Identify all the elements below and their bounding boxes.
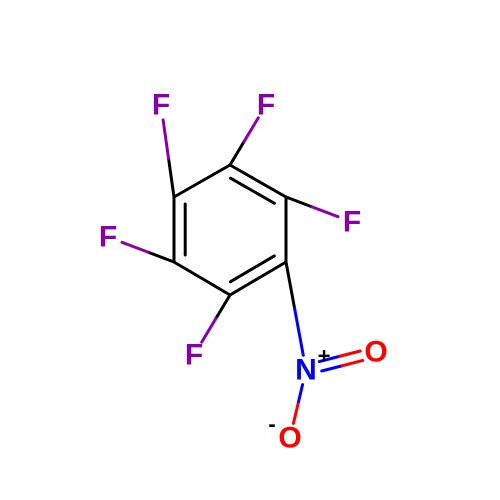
atom-f: F (99, 221, 117, 254)
charge-label: + (318, 344, 331, 369)
atom-o: O (278, 422, 301, 455)
atom-f: F (185, 339, 203, 372)
molecule-diagram: FFFFFN+OO- (0, 0, 500, 500)
atom-o: O (364, 336, 387, 369)
atom-f: F (152, 89, 170, 122)
charge-label: - (268, 412, 275, 437)
atom-f: F (343, 206, 361, 239)
atom-n: N (295, 354, 317, 387)
atom-f: F (257, 89, 275, 122)
